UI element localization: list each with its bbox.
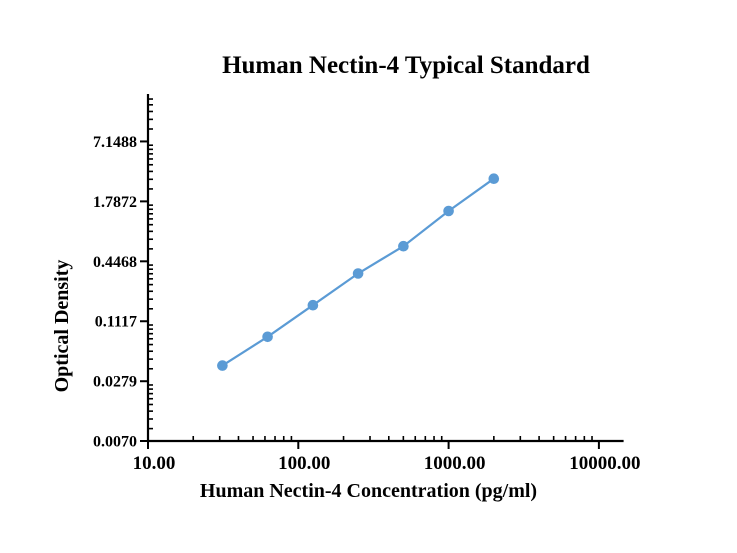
data-point-marker — [352, 268, 364, 279]
data-point-marker — [307, 299, 319, 311]
data-point-marker — [262, 331, 273, 343]
data-point-marker — [488, 173, 500, 184]
x-tick-label: 1000.00 — [424, 453, 486, 474]
data-point-marker — [217, 360, 228, 371]
y-tick-label: 0.1117 — [95, 314, 137, 331]
y-tick-label: 0.4468 — [93, 254, 137, 271]
y-tick-label: 7.1488 — [93, 134, 137, 151]
x-tick-label: 10000.00 — [569, 453, 640, 474]
y-tick-label: 1.7872 — [93, 194, 137, 211]
y-tick-label: 0.0279 — [93, 374, 137, 391]
data-point-marker — [398, 240, 409, 252]
x-tick-label: 10.00 — [133, 453, 176, 474]
chart-title: Human Nectin-4 Typical Standard — [222, 52, 590, 79]
x-tick-label: 100.00 — [278, 453, 330, 474]
y-tick-label: 0.0070 — [93, 434, 137, 451]
x-axis-title: Human Nectin-4 Concentration (pg/ml) — [199, 480, 538, 502]
data-point-marker — [443, 205, 454, 217]
